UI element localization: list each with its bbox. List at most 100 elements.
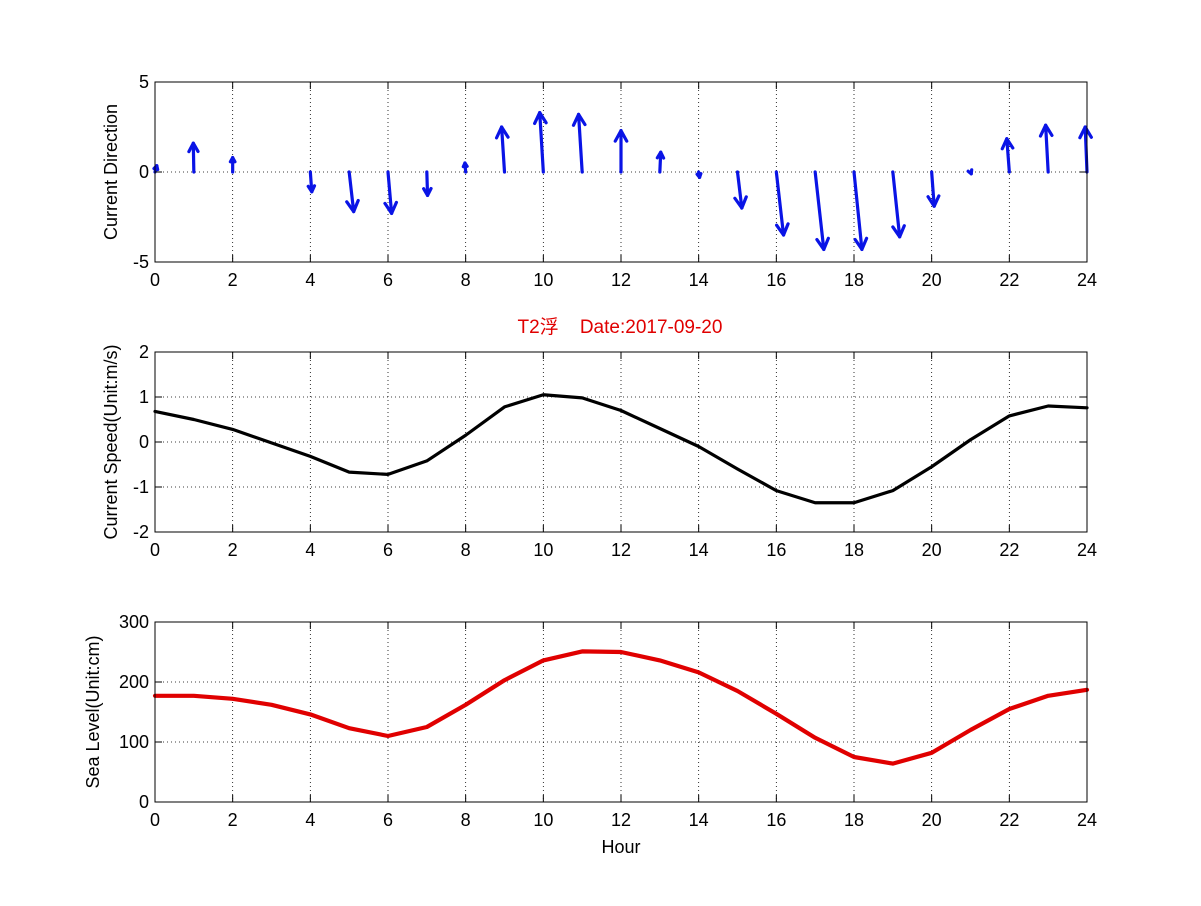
y-tick-label: 200 — [119, 672, 149, 692]
y-tick-label: 0 — [139, 792, 149, 812]
quiver-arrow — [228, 156, 237, 174]
quiver-shaft — [425, 170, 430, 197]
quiver-head — [461, 161, 469, 169]
x-tick-label: 2 — [228, 810, 238, 830]
x-tick-label: 8 — [461, 540, 471, 560]
quiver-shaft — [891, 170, 902, 239]
quiver-arrow — [533, 110, 548, 174]
x-tick-label: 0 — [150, 540, 160, 560]
x-tick-label: 2 — [228, 270, 238, 290]
quiver-shaft — [852, 170, 864, 251]
quiver-shaft — [1005, 137, 1011, 174]
quiver-shaft — [735, 170, 744, 210]
quiver-head — [613, 129, 629, 143]
quiver-head — [926, 194, 941, 208]
quiver-head — [1078, 125, 1093, 140]
x-tick-label: 0 — [150, 810, 160, 830]
y-tick-label: -5 — [133, 252, 149, 272]
x-tick-label: 0 — [150, 270, 160, 290]
x-tick-label: 14 — [689, 270, 709, 290]
x-tick-label: 20 — [922, 810, 942, 830]
quiver-head — [891, 224, 906, 239]
quiver-head — [1038, 123, 1054, 138]
quiver-arrow — [1038, 123, 1054, 174]
quiver-arrow — [1000, 137, 1015, 174]
x-tick-label: 10 — [533, 810, 553, 830]
y-tick-label: 1 — [139, 387, 149, 407]
y-tick-label: 100 — [119, 732, 149, 752]
quiver-arrow — [695, 170, 703, 179]
quiver-arrow — [774, 170, 790, 237]
y-tick-label: 0 — [139, 432, 149, 452]
x-tick-label: 24 — [1077, 270, 1097, 290]
quiver-head — [383, 200, 399, 215]
x-tick-label: 16 — [766, 540, 786, 560]
y-axis-label: Current Speed(Unit:m/s) — [101, 344, 121, 539]
quiver-arrow — [422, 170, 433, 197]
series-line — [153, 393, 1089, 505]
quiver-shaft — [1044, 123, 1050, 174]
quiver-shaft — [386, 170, 394, 215]
y-tick-label: -1 — [133, 477, 149, 497]
quiver-arrow — [494, 125, 510, 174]
x-tick-label: 12 — [611, 810, 631, 830]
quiver-shaft — [347, 170, 356, 214]
x-tick-label: 12 — [611, 540, 631, 560]
x-tick-label: 24 — [1077, 810, 1097, 830]
x-tick-label: 12 — [611, 270, 631, 290]
quiver-arrow — [891, 170, 906, 239]
y-tick-label: 300 — [119, 612, 149, 632]
x-tick-label: 6 — [383, 810, 393, 830]
quiver-arrow — [733, 170, 748, 210]
x-tick-label: 16 — [766, 270, 786, 290]
quiver-arrow — [966, 168, 974, 176]
quiver-arrow — [571, 112, 587, 174]
quiver-shaft — [813, 170, 826, 251]
x-tick-label: 2 — [228, 540, 238, 560]
x-tick-label: 14 — [689, 540, 709, 560]
quiver-head — [345, 198, 360, 214]
quiver-arrow — [813, 170, 830, 251]
quiver-arrow — [926, 170, 941, 208]
x-tick-label: 10 — [533, 540, 553, 560]
quiver-shaft — [538, 110, 545, 174]
quiver-head — [306, 184, 317, 194]
quiver-arrow — [383, 170, 399, 215]
quiver-arrow — [852, 170, 869, 251]
x-tick-label: 10 — [533, 270, 553, 290]
y-axis-label: Current Direction — [101, 104, 121, 240]
chart-title: T2浮 Date:2017-09-20 — [518, 316, 723, 338]
x-tick-label: 4 — [305, 270, 315, 290]
quiver-head — [228, 156, 237, 164]
quiver-head — [187, 141, 200, 154]
x-tick-label: 4 — [305, 810, 315, 830]
quiver-head — [966, 168, 974, 176]
quiver-head — [1000, 137, 1015, 151]
x-tick-label: 18 — [844, 810, 864, 830]
quiver-head — [775, 222, 790, 237]
x-tick-label: 20 — [922, 270, 942, 290]
x-tick-label: 20 — [922, 540, 942, 560]
x-tick-label: 8 — [461, 810, 471, 830]
y-tick-label: -2 — [133, 522, 149, 542]
quiver-head — [815, 236, 830, 251]
y-tick-label: 2 — [139, 342, 149, 362]
x-tick-label: 24 — [1077, 540, 1097, 560]
x-tick-label: 14 — [689, 810, 709, 830]
quiver-shaft — [774, 170, 786, 237]
quiver-arrow — [613, 129, 629, 174]
quiver-arrow — [187, 141, 200, 174]
x-tick-label: 22 — [999, 540, 1019, 560]
x-tick-label: 18 — [844, 270, 864, 290]
quiver-arrow — [655, 150, 666, 174]
x-tick-label: 22 — [999, 810, 1019, 830]
quiver-head — [733, 195, 748, 210]
x-tick-label: 6 — [383, 270, 393, 290]
series-line — [152, 649, 1090, 766]
quiver-head — [655, 150, 666, 160]
x-axis-label: Hour — [601, 837, 640, 857]
quiver-arrow — [306, 170, 317, 194]
y-tick-label: 5 — [139, 72, 149, 92]
